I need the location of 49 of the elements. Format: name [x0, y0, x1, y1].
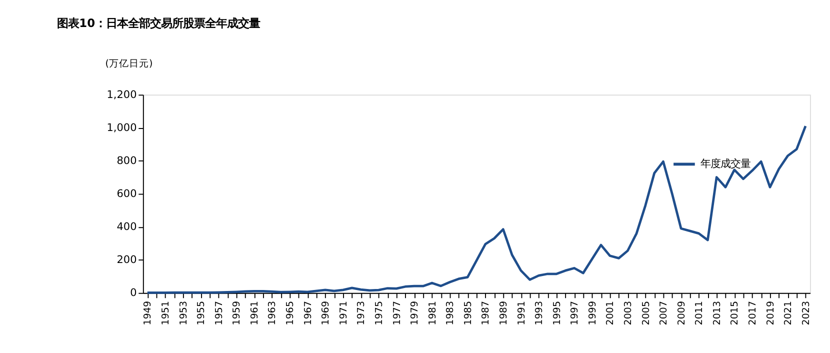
x-tick-label: 1995 [552, 300, 563, 326]
x-tick-label: 1971 [338, 300, 350, 326]
x-tick-label: 1987 [480, 300, 492, 326]
x-tick-label: 1963 [267, 300, 278, 326]
x-tick-label: 1997 [570, 300, 581, 326]
x-tick-label: 1983 [445, 300, 456, 326]
chart-title: 图表10：日本全部交易所股票全年成交量 [57, 16, 260, 30]
x-tick-label: 2023 [800, 300, 812, 326]
x-tick-label: 1999 [587, 300, 598, 326]
x-tick-label: 1975 [374, 300, 385, 326]
x-tick-label: 2011 [694, 300, 706, 326]
x-tick-label: 2015 [730, 300, 741, 326]
x-tick-label: 1969 [320, 300, 332, 326]
x-tick-label: 2017 [748, 300, 759, 326]
x-tick-label: 1953 [178, 300, 190, 326]
x-tick-label: 2021 [783, 300, 794, 326]
x-tick-label: 1977 [392, 300, 403, 326]
x-tick-label: 2019 [765, 300, 776, 326]
y-tick-label: 400 [116, 221, 137, 234]
x-tick-label: 1965 [285, 300, 296, 326]
x-tick-label: 2001 [605, 300, 616, 326]
x-tick-label: 1985 [462, 300, 474, 326]
y-tick-label: 600 [116, 188, 137, 200]
x-tick-label: 1993 [534, 300, 546, 326]
x-tick-label: 1973 [356, 300, 368, 326]
y-axis-title: (万亿日元) [105, 58, 153, 70]
x-tick-label: 1957 [214, 300, 225, 326]
x-tick-label: 1959 [232, 300, 243, 326]
x-tick-label: 1949 [142, 300, 154, 326]
x-tick-label: 2009 [676, 300, 688, 326]
y-tick-label: 1,200 [106, 89, 137, 102]
x-tick-label: 2005 [640, 300, 652, 326]
line-series [146, 124, 807, 294]
x-tick-label: 2003 [622, 300, 634, 326]
y-tick-label: 200 [116, 254, 137, 266]
y-tick-label: 1,000 [106, 122, 137, 134]
x-tick-label: 1961 [249, 300, 260, 326]
y-tick-label: 800 [116, 155, 137, 168]
x-tick-label: 1955 [196, 300, 208, 326]
legend-label: 年度成交量 [700, 158, 750, 170]
x-tick-label: 2007 [658, 300, 670, 326]
x-tick-label: 1979 [410, 300, 421, 326]
x-tick-label: 1989 [498, 300, 510, 326]
x-tick-label: 1981 [427, 300, 438, 326]
y-tick-label: 0 [130, 287, 137, 300]
x-tick-label: 1991 [516, 300, 528, 326]
x-tick-label: 2013 [712, 300, 723, 326]
x-tick-label: 1967 [302, 300, 314, 326]
x-tick-label: 1951 [160, 300, 172, 326]
